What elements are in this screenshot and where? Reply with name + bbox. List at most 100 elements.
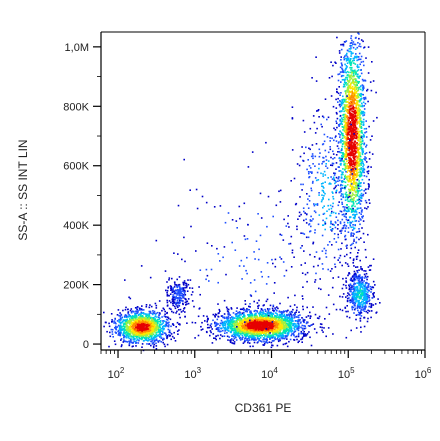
event-dot [259,312,262,314]
event-dot [138,336,140,339]
event-dot [280,335,283,337]
event-dot [182,283,185,285]
event-dot [141,343,144,345]
event-dot [277,340,280,343]
event-dot [211,342,214,344]
event-dot [129,318,131,320]
event-dot [271,314,274,317]
event-dot [217,334,219,337]
event-dot [276,329,278,332]
event-dot [259,340,262,342]
event-dot [297,319,299,321]
event-dot [256,336,259,339]
event-dot [346,109,349,111]
event-dot [274,324,277,326]
event-dot [271,326,274,329]
event-dot [350,51,353,53]
event-dot [252,326,254,329]
event-dot [246,310,248,313]
event-dot [274,328,276,331]
event-dot [176,330,179,332]
event-dot [163,343,166,346]
event-dot [264,326,267,329]
event-dot [266,314,269,317]
event-dot [134,307,137,309]
event-dot [139,319,141,321]
event-dot [357,202,360,204]
event-dot [237,319,239,322]
event-dot [342,129,344,131]
event-dot [138,331,141,333]
event-dot [352,185,354,188]
event-dot [187,298,190,300]
event-dot [143,334,145,337]
event-dot [294,320,297,322]
event-dot [146,321,148,324]
event-dot [243,319,246,322]
event-dot [369,81,372,83]
event-dot [316,317,319,319]
event-dot [347,153,349,155]
event-dot [293,314,296,317]
event-dot [346,160,348,163]
event-dot [351,60,354,62]
event-dot [214,315,216,317]
event-dot [257,305,259,308]
event-dot [160,323,162,326]
event-dot [237,332,240,334]
event-dot [191,287,194,289]
event-dot [343,99,345,101]
event-dot [254,319,256,322]
event-dot [359,189,361,192]
event-dot [291,319,294,321]
event-dot [298,320,300,322]
event-dot [360,98,362,100]
event-dot [256,337,259,340]
event-dot [123,315,126,318]
event-dot [353,189,356,191]
event-dot [139,324,142,327]
event-dot [176,285,179,287]
event-dot [122,319,125,321]
event-dot [145,336,148,339]
event-dot [244,310,247,313]
event-dot [186,290,189,292]
event-dot [181,292,183,295]
event-dot [284,325,287,327]
event-dot [174,303,177,306]
event-dot [224,322,226,324]
event-dot [162,341,164,344]
event-dot [124,319,126,321]
event-dot [335,176,338,179]
event-dot [133,332,136,334]
event-dot [342,95,344,98]
event-dot [111,328,114,331]
event-dot [119,326,121,329]
event-dot [265,318,268,320]
event-dot [343,160,345,163]
event-dot [152,346,155,349]
event-dot [351,81,354,83]
event-dot [270,312,273,315]
event-dot [181,288,183,290]
event-dot [239,329,241,331]
event-dot [135,328,137,330]
event-dot [352,75,354,78]
event-dot [347,221,349,224]
event-dot [357,42,359,44]
event-dot [135,315,137,317]
event-dot [281,334,284,337]
event-dot [160,341,163,343]
event-dot [275,315,277,318]
event-dot [348,138,351,140]
event-dot [173,299,175,301]
event-dot [354,186,357,189]
event-dot [291,320,293,323]
event-dot [360,266,362,268]
event-dot [355,266,357,268]
event-dot [257,328,260,330]
event-dot [363,87,365,89]
event-dot [162,331,164,334]
event-dot [344,145,346,148]
event-dot [286,319,288,321]
